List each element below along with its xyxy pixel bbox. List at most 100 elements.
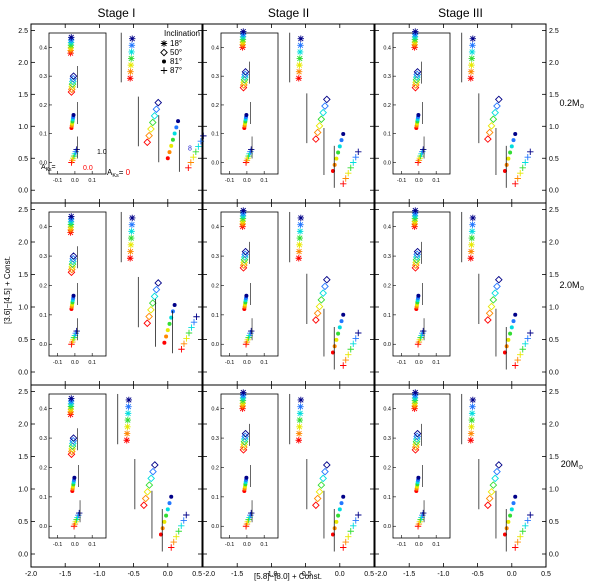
inset-data-point (248, 509, 255, 517)
data-point (519, 164, 526, 172)
inset: -0.1 0.0 0.1 0.0 0.1 0.2 0.3 0.4 (211, 28, 279, 184)
data-point (125, 396, 133, 404)
data-point (193, 313, 200, 320)
data-point (494, 95, 503, 104)
inset-y-tick-label: 0.1 (39, 132, 47, 138)
inset-y-tick-label: 0.4 (211, 225, 219, 231)
inset-y-tick-label: 0.3 (383, 254, 391, 260)
data-point (315, 302, 324, 311)
data-point (341, 131, 346, 136)
inset-y-tick-label: 0.2 (383, 103, 391, 109)
data-point (522, 340, 529, 348)
data-point (128, 234, 135, 242)
inset-x-tick-label: 0.0 (243, 178, 251, 184)
data-point (469, 214, 477, 222)
mass-label-high: 20M⊙ (561, 459, 584, 471)
data-point (469, 35, 477, 42)
data-point (147, 474, 155, 483)
data-point (129, 214, 136, 222)
inset-ak-label: AKs= (41, 164, 56, 173)
y-axis-label: [3.6]−[4.5] + Const. (3, 256, 12, 324)
data-point (489, 115, 498, 124)
inset-y-tick-label: 0.1 (383, 313, 391, 319)
inset-x-tick-label: 0.1 (88, 542, 96, 548)
data-point (174, 125, 179, 130)
inset-x-tick-label: 0.0 (243, 542, 251, 548)
inset-data-point (412, 28, 419, 35)
inset-y-tick-label: 0.2 (211, 103, 219, 109)
data-point (145, 481, 154, 489)
y-tick-label: 1.5 (18, 454, 28, 461)
data-point (345, 169, 352, 177)
inset: -0.1 0.0 0.1 0.0 0.1 0.2 0.3 0.4 (383, 207, 451, 366)
data-point (152, 285, 161, 294)
data-point (340, 544, 347, 551)
data-point (352, 153, 359, 161)
data-point (506, 156, 511, 161)
x-tick-label: 0.0 (163, 571, 173, 578)
inset-data-point (248, 327, 255, 335)
inset-data-point (420, 146, 427, 153)
panel-frame (30, 384, 203, 568)
inset-data-point (69, 72, 78, 80)
data-point (504, 526, 509, 531)
mass-sun-symbol: ⊙ (578, 465, 583, 471)
data-point (345, 533, 352, 540)
data-point (150, 112, 159, 120)
inset-y-tick-label: 0.0 (383, 342, 391, 348)
inset-x-tick-label: 0.0 (71, 542, 79, 548)
inset-x-tick-label: 0.0 (71, 178, 79, 184)
mass-labels: 0.2M⊙ 2.0M⊙ 20M⊙ (559, 98, 584, 471)
inset-data-point (244, 113, 249, 118)
x-tick-label: 0.5 (192, 571, 202, 578)
data-point (165, 507, 170, 512)
inset-y-tick-label: 0.0 (39, 160, 47, 166)
data-point (467, 68, 475, 75)
data-point (347, 164, 354, 172)
data-point (341, 494, 346, 499)
y-tick-label: 1.5 (549, 272, 559, 279)
x-tick-label: -1.5 (403, 571, 415, 578)
data-point (352, 517, 359, 524)
data-point (297, 396, 305, 404)
data-point (522, 159, 529, 166)
y-tick-label: 0.5 (549, 519, 559, 526)
inset-x-tick-label: -0.1 (397, 360, 406, 366)
inset: -0.1 0.0 0.1 0.0 0.1 0.2 0.3 0.4 (39, 393, 107, 548)
mass-value: 2.0M (559, 280, 579, 290)
data-point (295, 248, 303, 255)
data-point (315, 122, 324, 130)
data-point (295, 437, 302, 444)
legend-title: Inclination (164, 29, 200, 38)
inset-y-tick-label: 0.4 (39, 45, 47, 51)
data-point (355, 148, 362, 156)
x-tick-label: -0.5 (300, 571, 312, 578)
data-point (164, 513, 169, 518)
inset-x-tick-label: 0.0 (415, 542, 423, 548)
data-point (124, 410, 132, 417)
panel: -2.0 -1.5 -1.0 -0.5 0.0 0.5 -0.1 0.0 0.1 0.0 0.1 0.… (202, 384, 375, 578)
data-point (317, 115, 326, 124)
data-point (313, 494, 322, 503)
inset-y-tick-label: 0.0 (211, 342, 219, 348)
data-point (522, 522, 529, 530)
inset-frame (220, 393, 279, 539)
data-point (167, 150, 172, 155)
data-point (143, 319, 152, 328)
data-point (169, 143, 174, 148)
data-point (321, 467, 329, 476)
data-point (345, 351, 352, 358)
data-point (469, 403, 476, 410)
y-tick-label: 2.0 (18, 240, 28, 247)
data-point (297, 403, 304, 410)
inset-y-tick-label: 0.3 (211, 74, 219, 80)
inset-x-tick-label: -0.1 (53, 360, 62, 366)
data-point (524, 517, 531, 524)
inset: -0.1 0.0 0.1 0.0 0.1 0.2 0.3 0.4 (383, 389, 451, 548)
data-point (336, 150, 341, 155)
data-point (312, 501, 320, 510)
inset-y-tick-label: 0.3 (211, 254, 219, 260)
data-point (297, 214, 305, 222)
inset-data-point (420, 327, 427, 335)
inset-data-point (241, 429, 250, 438)
